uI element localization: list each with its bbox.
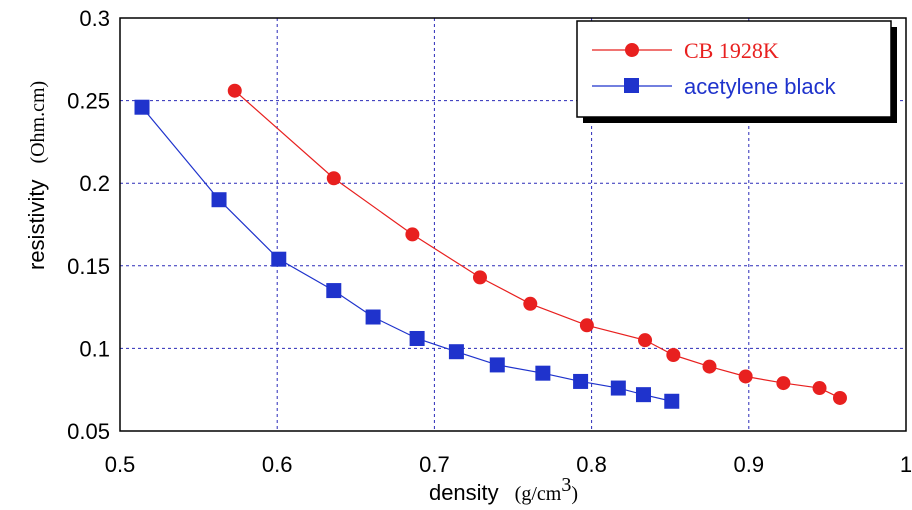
x-axis-unit-prefix: (g/cm <box>515 483 562 505</box>
data-point-acetylene-black <box>573 373 589 389</box>
data-point-acetylene-black <box>365 309 381 325</box>
y-tick-label: 0.15 <box>67 254 110 279</box>
data-point-cb-1928k <box>638 333 653 348</box>
y-tick-label: 0.1 <box>79 336 110 361</box>
legend-box <box>576 20 892 118</box>
x-axis-unit-sup: 3 <box>561 474 571 496</box>
data-point-acetylene-black <box>664 393 680 409</box>
data-point-acetylene-black <box>448 344 464 360</box>
y-tick-label: 0.05 <box>67 419 110 444</box>
x-axis-unit-suffix: ) <box>571 483 578 505</box>
data-point-acetylene-black <box>211 192 227 208</box>
y-axis-label: resistivity (Ohm.cm) <box>24 81 49 270</box>
data-point-acetylene-black <box>326 283 342 299</box>
y-tick-labels: 0.05 0.1 0.15 0.2 0.25 0.3 <box>67 6 110 444</box>
data-point-cb-1928k <box>832 390 847 405</box>
data-point-acetylene-black <box>409 330 425 346</box>
y-tick-label: 0.25 <box>67 89 110 114</box>
data-point-acetylene-black <box>134 99 150 115</box>
data-point-cb-1928k <box>472 270 487 285</box>
plot-frame <box>119 17 907 432</box>
data-point-cb-1928k <box>812 381 827 396</box>
x-tick-labels: 0.5 0.6 0.7 0.8 0.9 1 <box>105 452 912 477</box>
data-point-acetylene-black <box>271 251 287 267</box>
y-tick-label: 0.3 <box>79 6 110 31</box>
x-tick-label: 0.5 <box>105 452 136 477</box>
data-point-cb-1928k <box>579 318 594 333</box>
data-point-cb-1928k <box>666 348 681 363</box>
x-tick-label: 0.7 <box>419 452 450 477</box>
data-point-cb-1928k <box>702 359 717 374</box>
legend-label-acetylene-black: acetylene black <box>684 74 837 99</box>
x-axis-label: density (g/cm3) <box>429 474 578 505</box>
y-axis-unit: (Ohm.cm) <box>27 81 49 164</box>
data-point-cb-1928k <box>776 376 791 391</box>
data-point-acetylene-black <box>635 387 651 403</box>
x-tick-label: 0.6 <box>262 452 293 477</box>
legend: CB 1928K acetylene black <box>576 20 897 123</box>
y-tick-label: 0.2 <box>79 171 110 196</box>
x-axis-title: density <box>429 480 499 505</box>
series-layer <box>134 83 847 409</box>
data-point-cb-1928k <box>738 369 753 384</box>
data-point-cb-1928k <box>326 171 341 186</box>
x-tick-label: 0.9 <box>734 452 765 477</box>
x-tick-label: 0.8 <box>576 452 607 477</box>
data-point-acetylene-black <box>489 357 505 373</box>
y-axis-title: resistivity <box>24 180 49 270</box>
data-point-cb-1928k <box>405 227 420 242</box>
x-tick-label: 1 <box>900 452 912 477</box>
data-point-cb-1928k <box>523 296 538 311</box>
legend-marker-acetylene-black <box>624 78 639 93</box>
legend-label-cb1928k: CB 1928K <box>684 38 779 63</box>
data-point-acetylene-black <box>535 365 551 381</box>
legend-marker-cb1928k <box>625 43 639 57</box>
data-point-cb-1928k <box>227 83 242 98</box>
data-point-acetylene-black <box>610 380 626 396</box>
